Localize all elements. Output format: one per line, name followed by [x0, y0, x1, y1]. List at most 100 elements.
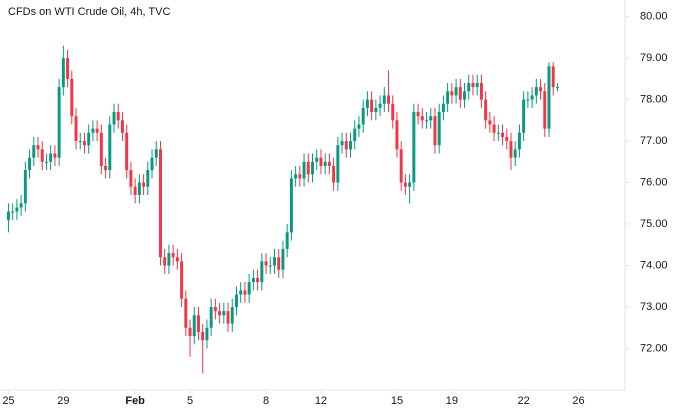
- candle-body: [315, 157, 319, 162]
- candle-body: [471, 82, 475, 88]
- y-tick-label: 79.00: [640, 52, 668, 64]
- candle-body: [530, 95, 534, 100]
- y-tick-label: 74.00: [640, 259, 668, 271]
- candle-body: [239, 290, 243, 295]
- candle-body: [349, 141, 352, 150]
- candle-body: [91, 128, 95, 133]
- candle-body: [353, 128, 357, 142]
- candle-body: [378, 103, 382, 108]
- x-tick-label: 29: [57, 395, 69, 407]
- candle-body: [505, 136, 509, 142]
- candle-body: [526, 99, 530, 101]
- candle-body: [534, 87, 538, 96]
- candle-body: [32, 145, 36, 158]
- candle-body: [484, 99, 488, 121]
- candle-body: [522, 99, 526, 133]
- candle-body: [158, 149, 162, 258]
- candle-body: [294, 174, 298, 179]
- candle-body: [336, 145, 340, 183]
- y-tick-label: 73.00: [640, 301, 668, 313]
- y-tick-label: 77.00: [640, 135, 668, 147]
- candle-body: [184, 298, 188, 328]
- candle-body: [391, 103, 395, 121]
- candle-body: [446, 91, 450, 104]
- candle-body: [82, 141, 86, 146]
- y-tick-label: 76.00: [640, 176, 668, 188]
- candle-body: [441, 103, 445, 113]
- candle-body: [213, 307, 217, 312]
- candle-body: [36, 145, 40, 150]
- candle-body: [125, 132, 129, 171]
- y-tick-label: 80.00: [640, 11, 668, 23]
- candle-body: [112, 112, 116, 125]
- candle-body: [425, 120, 428, 122]
- candle-body: [167, 253, 171, 266]
- candle-body: [475, 82, 479, 88]
- candle-body: [260, 261, 264, 283]
- candle-body: [492, 124, 496, 133]
- candle-body: [53, 153, 57, 158]
- candle-body: [129, 170, 133, 187]
- candle-body: [357, 124, 361, 129]
- candle-body: [387, 95, 390, 104]
- candle-body: [116, 112, 120, 121]
- candle-body: [327, 161, 331, 166]
- candle-body: [256, 277, 260, 283]
- candle-body: [374, 107, 378, 113]
- candle-body: [218, 311, 222, 316]
- x-tick-label: 22: [518, 395, 530, 407]
- candle-body: [49, 153, 53, 162]
- candle-body: [133, 186, 137, 195]
- candle-body: [175, 257, 179, 262]
- candle-body: [277, 257, 281, 270]
- candle-body: [142, 182, 146, 187]
- candle-body: [408, 182, 412, 187]
- candle-body: [11, 211, 15, 213]
- candle-body: [403, 182, 407, 187]
- candle-body: [437, 112, 441, 146]
- x-tick-label: 25: [2, 395, 14, 407]
- x-tick-label: 12: [315, 395, 327, 407]
- candle-body: [361, 107, 365, 125]
- candle-body: [488, 120, 492, 125]
- candle-body: [382, 95, 386, 104]
- candle-body: [344, 141, 348, 150]
- candle-body: [539, 87, 543, 92]
- candle-body: [311, 161, 314, 175]
- candle-body: [289, 178, 293, 233]
- candle-body: [509, 141, 513, 158]
- candle-body: [19, 203, 23, 208]
- candle-body: [454, 87, 458, 96]
- candle-body: [420, 116, 424, 121]
- candle-body: [479, 82, 483, 100]
- candle-body: [555, 87, 559, 89]
- candle-body: [302, 161, 306, 179]
- candle-body: [416, 112, 420, 117]
- candle-body: [205, 327, 209, 341]
- candle-body: [450, 91, 454, 96]
- candle-body: [192, 315, 196, 337]
- candle-body: [251, 277, 255, 283]
- y-tick-label: 75.00: [640, 218, 668, 230]
- candle-body: [66, 58, 70, 79]
- candle-body: [340, 141, 344, 146]
- candle-body: [281, 248, 285, 270]
- candle-body: [467, 82, 471, 92]
- candle-body: [226, 311, 230, 324]
- candle-body: [222, 311, 226, 316]
- candle-body: [517, 132, 521, 150]
- candle-body: [235, 294, 238, 308]
- candle-body: [298, 174, 302, 179]
- candle-body: [171, 253, 175, 258]
- candle-body: [399, 149, 403, 183]
- candle-body: [201, 331, 205, 341]
- candle-body: [323, 161, 327, 166]
- candle-body: [188, 327, 192, 337]
- candle-body: [247, 282, 251, 295]
- candle-body: [264, 261, 268, 266]
- candle-body: [87, 132, 91, 146]
- candle-body: [365, 99, 369, 108]
- candle-body: [74, 116, 78, 142]
